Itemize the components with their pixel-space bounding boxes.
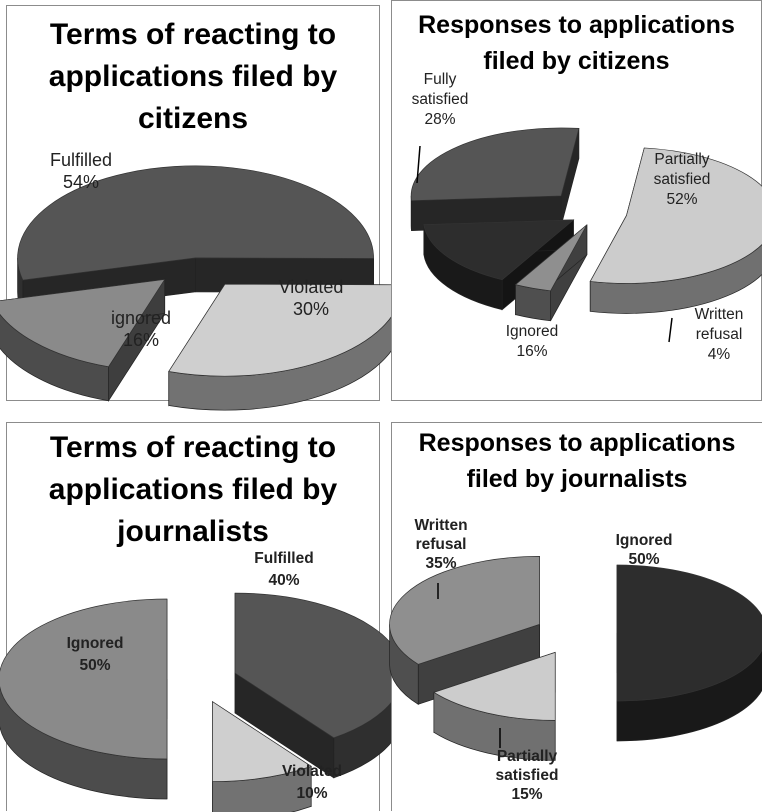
pie-slice <box>212 700 312 812</box>
chart-title-line: Responses to applications <box>418 11 735 39</box>
chart-title: Responses to applications filed by citiz… <box>392 7 761 79</box>
slice-name-label: refusal <box>416 536 467 553</box>
pie-slice <box>589 147 762 314</box>
slice-label: Ignored 50% <box>616 532 673 568</box>
chart-title-line: filed by citizens <box>483 47 670 75</box>
pie-chart-journalists-terms: Fulfilled 40% Violated 10% Ignored 50% <box>0 550 404 812</box>
slice-label: Partially satisfied 52% <box>654 151 711 208</box>
leader-line <box>668 317 673 343</box>
chart-title-line: journalists <box>117 515 269 548</box>
slice-value-label: 52% <box>666 191 697 208</box>
chart-title: Terms of reacting to applications filed … <box>7 427 379 553</box>
chart-title-line: applications filed by <box>48 60 338 93</box>
slice-label: Written refusal 4% <box>695 306 744 363</box>
slice-label: ignored 16% <box>111 308 171 350</box>
slice-label: Written refusal 35% <box>414 517 467 572</box>
pie-slice <box>168 282 404 411</box>
pie-slice <box>423 219 575 311</box>
pie-slice <box>514 224 588 322</box>
slice-label: Partially satisfied 15% <box>496 748 559 803</box>
slice-name-label: Written <box>414 517 467 534</box>
slice-name-label: Ignored <box>506 323 559 340</box>
pie-slice <box>0 278 166 402</box>
slice-value-label: 15% <box>511 786 542 803</box>
chart-title: Responses to applications filed by journ… <box>392 425 762 497</box>
chart-panel-journalists-responses: Responses to applications filed by journ… <box>389 422 762 811</box>
slice-name-label: satisfied <box>496 767 559 784</box>
slice-value-label: 4% <box>708 346 731 363</box>
slice-value-label: 30% <box>293 299 329 319</box>
slice-value-label: 28% <box>424 111 455 128</box>
pie-slice <box>616 564 762 742</box>
slice-name-label: Fulfilled <box>50 150 112 170</box>
chart-title-line: applications filed by <box>48 473 338 506</box>
pie-chart-journalists-responses: Ignored 50% Partially satisfied 15% Written re… <box>389 517 762 803</box>
chart-title: Terms of reacting to applications filed … <box>7 14 379 140</box>
slice-label: Ignored 16% <box>506 323 559 360</box>
chart-title-line: Terms of reacting to <box>49 18 337 51</box>
pie-slice <box>0 598 168 800</box>
slice-name-label: satisfied <box>654 171 711 188</box>
slice-label: Fulfilled 40% <box>254 550 313 589</box>
slice-value-label: 10% <box>296 785 327 802</box>
pie-slice <box>234 592 404 779</box>
slice-name-label: refusal <box>696 326 743 343</box>
slice-name-label: Violated <box>279 277 344 297</box>
slice-value-label: 50% <box>79 657 110 674</box>
slice-value-label: 16% <box>123 330 159 350</box>
chart-panel-journalists-terms: Terms of reacting to applications filed … <box>0 422 404 812</box>
slice-name-label: ignored <box>111 308 171 328</box>
chart-title-line: Responses to applications <box>418 429 736 457</box>
slice-label: Ignored 50% <box>67 635 124 674</box>
slice-name-label: Ignored <box>67 635 124 652</box>
slice-value-label: 16% <box>516 343 547 360</box>
slice-value-label: 50% <box>628 551 659 568</box>
slice-value-label: 40% <box>268 572 299 589</box>
chart-title-line: filed by journalists <box>466 465 688 493</box>
pie-slice <box>389 556 540 705</box>
slice-name-label: satisfied <box>412 91 469 108</box>
chart-panel-citizens-responses: Responses to applications filed by citiz… <box>391 0 762 401</box>
slice-name-label: Fully <box>424 71 457 88</box>
pie-chart-citizens-terms: Fulfilled 54% Violated 30% ignored 16% <box>0 150 404 411</box>
slice-name-label: Partially <box>497 748 558 765</box>
slice-label: Fulfilled 54% <box>50 150 112 192</box>
slice-name-label: Partially <box>654 151 709 168</box>
pie-slice <box>433 651 556 761</box>
slice-label: Violated 30% <box>279 277 344 319</box>
slice-name-label: Ignored <box>616 532 673 549</box>
slice-label: Violated 10% <box>282 763 342 802</box>
chart-panel-citizens-terms: Terms of reacting to applications filed … <box>0 5 404 411</box>
slice-label: Fully satisfied 28% <box>412 71 469 128</box>
slice-value-label: 35% <box>425 555 456 572</box>
leader-line <box>416 145 421 184</box>
chart-title-line: Terms of reacting to <box>49 431 337 464</box>
slice-name-label: Written <box>695 306 744 323</box>
chart-title-line: citizens <box>137 102 249 135</box>
pie-slice <box>410 127 580 232</box>
slice-name-label: Fulfilled <box>254 550 313 567</box>
slice-name-label: Violated <box>282 763 342 780</box>
slice-value-label: 54% <box>63 172 99 192</box>
pie-chart-citizens-responses: Fully satisfied 28% Partially satisfied 52% Wr… <box>410 71 762 363</box>
